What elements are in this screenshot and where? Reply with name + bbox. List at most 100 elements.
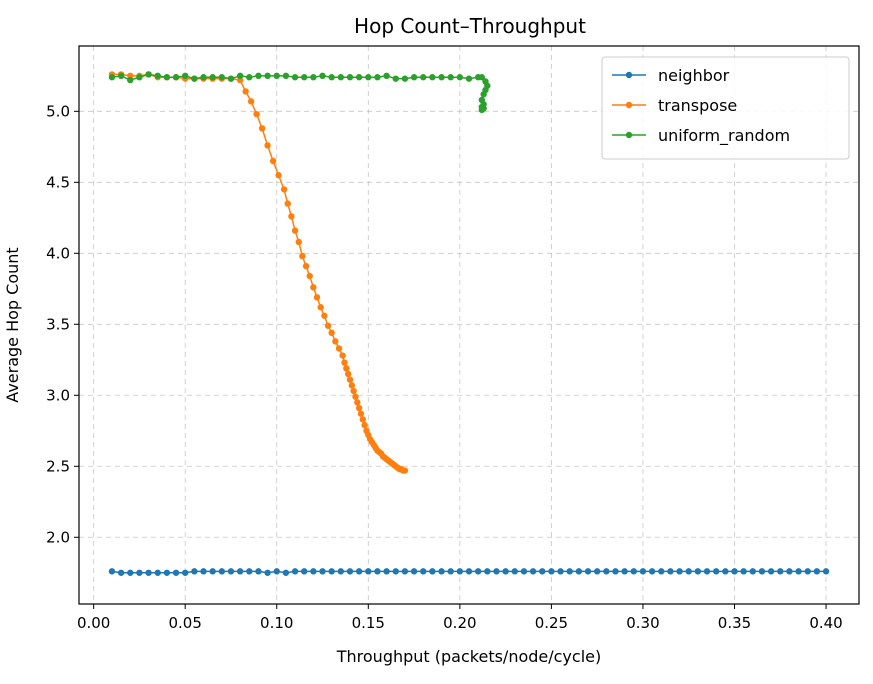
- data-point: [191, 75, 198, 82]
- data-point: [529, 568, 537, 575]
- data-point: [306, 272, 313, 280]
- y-axis-label: Average Hop Count: [3, 247, 22, 402]
- data-point: [740, 568, 747, 575]
- data-point: [181, 569, 189, 576]
- series-neighbor: [108, 568, 830, 576]
- plot-frame: [78, 45, 860, 605]
- data-point: [236, 72, 244, 80]
- data-point: [291, 74, 299, 81]
- data-point: [355, 568, 363, 575]
- data-point: [357, 410, 365, 417]
- data-point: [209, 74, 216, 81]
- data-point: [299, 252, 306, 260]
- data-point: [456, 74, 464, 81]
- data-point: [478, 74, 486, 81]
- data-point: [319, 72, 326, 80]
- data-point: [242, 88, 249, 95]
- data-point: [275, 172, 282, 179]
- data-point: [317, 304, 324, 311]
- data-point: [352, 393, 359, 400]
- data-point: [264, 72, 271, 80]
- data-point: [335, 345, 343, 352]
- data-point: [310, 74, 317, 81]
- axis-ticks: 0.00 0.05 0.10 0.15 0.20 0.25 0.30 0.35 0.40 2.0 2…: [46, 102, 843, 632]
- data-point: [438, 74, 445, 81]
- data-point: [255, 72, 262, 80]
- data-point: [420, 74, 427, 81]
- data-point: [236, 568, 244, 575]
- data-point: [346, 74, 354, 81]
- data-point: [172, 569, 180, 576]
- data-point: [539, 568, 546, 575]
- data-point: [612, 568, 619, 575]
- data-point: [337, 74, 345, 81]
- data-point: [328, 74, 335, 81]
- legend-swatch-marker: [625, 71, 633, 79]
- data-point: [584, 568, 592, 575]
- data-point: [648, 568, 656, 575]
- y-tick-label: 2.0: [46, 528, 70, 546]
- data-point: [484, 568, 491, 575]
- data-point: [136, 74, 143, 81]
- data-point: [685, 568, 692, 575]
- data-point: [145, 569, 152, 576]
- data-point: [502, 568, 509, 575]
- legend-swatch-marker: [625, 101, 633, 109]
- data-point: [344, 370, 352, 378]
- x-tick-label: 0.25: [535, 614, 568, 632]
- legend-label: neighbor: [658, 66, 730, 85]
- data-point: [822, 568, 830, 575]
- data-point: [200, 74, 207, 81]
- data-point: [273, 72, 280, 80]
- y-tick-label: 3.5: [46, 315, 70, 333]
- data-point: [392, 568, 399, 575]
- y-tick-label: 5.0: [46, 102, 70, 120]
- x-tick-label: 0.00: [77, 614, 110, 632]
- data-point: [258, 125, 266, 132]
- data-point: [639, 568, 647, 575]
- data-point: [365, 568, 372, 575]
- data-point: [163, 569, 171, 576]
- data-point: [456, 568, 464, 575]
- data-point: [154, 72, 161, 80]
- data-point: [280, 186, 288, 193]
- data-point: [557, 568, 564, 575]
- data-point: [447, 74, 454, 81]
- series-uniform_random: [108, 71, 491, 114]
- data-point: [284, 200, 291, 207]
- data-point: [328, 568, 335, 575]
- data-point: [520, 568, 528, 575]
- y-tick-label: 3.0: [46, 386, 70, 404]
- data-point: [337, 568, 345, 575]
- data-point: [295, 238, 302, 246]
- y-tick-label: 4.0: [46, 244, 70, 262]
- data-point: [269, 157, 277, 165]
- legend-swatch-marker: [625, 131, 633, 139]
- data-point: [127, 76, 134, 84]
- data-point: [227, 568, 235, 575]
- data-point: [447, 568, 454, 575]
- data-point: [117, 569, 125, 576]
- data-point: [575, 568, 583, 575]
- legend: neighbor transpose uniform_random: [601, 56, 850, 160]
- data-point: [383, 568, 390, 575]
- data-point: [255, 568, 262, 575]
- data-point: [722, 568, 729, 575]
- data-point: [145, 71, 152, 78]
- data-point: [365, 74, 372, 81]
- data-point: [767, 568, 775, 575]
- data-point: [548, 568, 555, 575]
- data-point: [630, 568, 637, 575]
- data-point: [374, 568, 381, 575]
- data-point: [566, 568, 573, 575]
- data-point: [200, 568, 207, 575]
- data-point: [350, 387, 357, 395]
- data-point: [108, 568, 116, 575]
- data-point: [694, 568, 702, 575]
- data-point: [288, 213, 295, 220]
- legend-box: [601, 56, 850, 160]
- data-point: [355, 74, 363, 81]
- legend-label: uniform_random: [658, 126, 790, 146]
- legend-item-uniform_random: uniform_random: [612, 126, 790, 146]
